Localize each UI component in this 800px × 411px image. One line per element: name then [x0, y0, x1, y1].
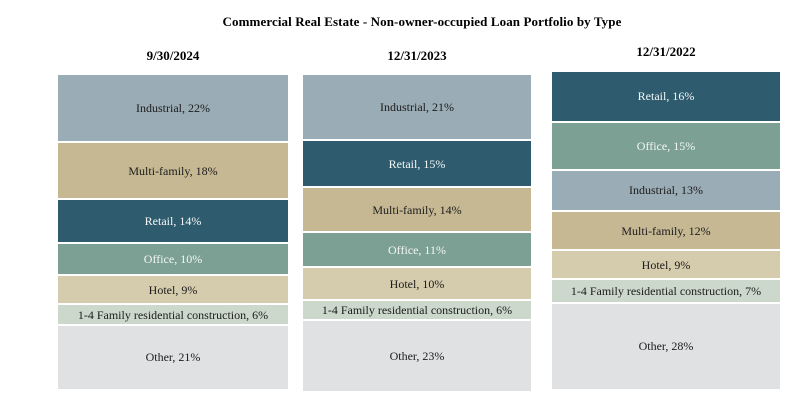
bar-segment-retail: Retail, 16% [552, 72, 780, 121]
bar-segment-office: Office, 15% [552, 122, 780, 169]
bar-segment-label: Industrial, 21% [380, 99, 454, 114]
chart-title: Commercial Real Estate - Non-owner-occup… [222, 14, 622, 29]
bar-segment-label: Multi-family, 18% [128, 163, 218, 178]
bar-segment-label: Other, 21% [145, 350, 201, 365]
bar-segment-label: Industrial, 22% [136, 101, 210, 116]
bar-segment-hotel: Hotel, 10% [303, 268, 531, 299]
bar-segment-office: Office, 10% [58, 244, 288, 275]
bar-segment-retail: Retail, 15% [303, 140, 531, 187]
bar-segment-other: Other, 28% [552, 303, 780, 389]
bar-segment-industrial: Industrial, 21% [303, 75, 531, 139]
column-2023: 12/31/2023 Industrial, 21% Retail, 15% Mul… [303, 0, 531, 411]
bar-segment-label: Hotel, 9% [148, 282, 198, 297]
bar-stack: Retail, 16% Office, 15% Industrial, 13% Mul… [552, 72, 780, 389]
bar-stack: Industrial, 22% Multi-family, 18% Retail, … [58, 75, 288, 390]
bar-segment-1-4-family-residential-construction: 1-4 Family residential construction, 6% [303, 300, 531, 320]
bar-segment-other: Other, 21% [58, 325, 288, 390]
bar-segment-industrial: Industrial, 13% [552, 170, 780, 211]
bar-stack: Industrial, 21% Retail, 15% Multi-family, … [303, 75, 531, 391]
bar-segment-multi-family: Multi-family, 14% [303, 188, 531, 231]
bar-segment-1-4-family-residential-construction: 1-4 Family residential construction, 7% [552, 280, 780, 302]
bar-segment-label: Hotel, 9% [641, 257, 691, 272]
bar-segment-label: 1-4 Family residential construction, 7% [570, 283, 762, 298]
bar-segment-multi-family: Multi-family, 18% [58, 143, 288, 198]
bar-segment-label: Multi-family, 14% [372, 202, 462, 217]
bar-segment-label: Hotel, 10% [389, 276, 445, 291]
bar-segment-1-4-family-residential-construction: 1-4 Family residential construction, 6% [58, 305, 288, 324]
bar-segment-label: Office, 15% [636, 138, 696, 153]
bar-segment-label: Retail, 14% [144, 213, 202, 228]
column-header-2022: 12/31/2022 [636, 44, 696, 59]
bar-segment-label: 1-4 Family residential construction, 6% [321, 302, 513, 317]
bar-segment-label: Industrial, 13% [629, 183, 703, 198]
bar-segment-other: Other, 23% [303, 321, 531, 391]
column-2024: 9/30/2024 Industrial, 22% Multi-family, 1… [58, 0, 288, 411]
bar-segment-industrial: Industrial, 22% [58, 75, 288, 142]
bar-segment-label: Retail, 16% [637, 89, 695, 104]
bar-segment-hotel: Hotel, 9% [552, 250, 780, 279]
bar-segment-label: 1-4 Family residential construction, 6% [77, 307, 269, 322]
bar-segment-hotel: Hotel, 9% [58, 276, 288, 304]
bar-segment-retail: Retail, 14% [58, 199, 288, 243]
column-header-2023: 12/31/2023 [387, 48, 447, 63]
bar-segment-label: Office, 10% [143, 252, 203, 267]
bar-segment-office: Office, 11% [303, 233, 531, 267]
bar-segment-label: Other, 28% [638, 339, 694, 354]
column-2022: 12/31/2022 Retail, 16% Office, 15% Industr… [552, 0, 780, 411]
bar-segment-multi-family: Multi-family, 12% [552, 212, 780, 249]
bar-segment-label: Retail, 15% [388, 156, 446, 171]
bar-segment-label: Multi-family, 12% [621, 223, 711, 238]
bar-segment-label: Other, 23% [389, 349, 445, 364]
column-header-2024: 9/30/2024 [146, 48, 200, 63]
bar-segment-label: Office, 11% [388, 242, 446, 257]
